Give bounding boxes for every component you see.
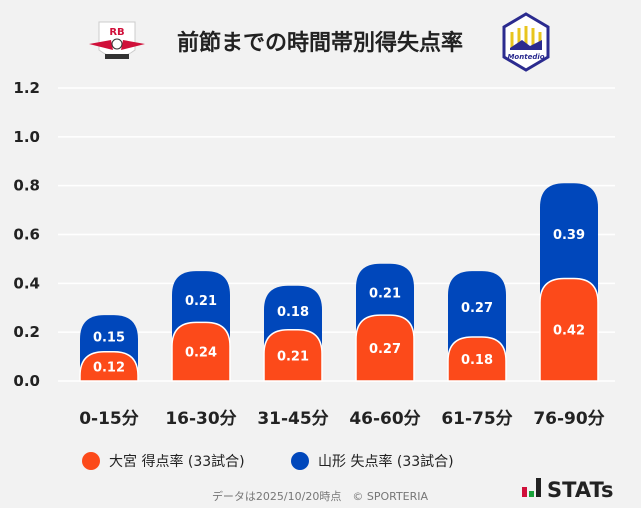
bar-home-scored <box>447 336 507 382</box>
bar-home-scored <box>171 321 231 382</box>
legend-label-away: 山形 失点率 (33試合) <box>318 453 454 470</box>
x-tick-label: 61-75分 <box>441 409 512 429</box>
value-label-home: 0.27 <box>369 342 401 357</box>
y-tick-label: 0.2 <box>13 323 40 341</box>
value-label-home: 0.42 <box>553 324 585 339</box>
svg-text:RB: RB <box>109 27 124 38</box>
value-label-away: 0.21 <box>369 286 401 301</box>
x-tick-label: 0-15分 <box>79 409 139 429</box>
value-label-home: 0.21 <box>277 349 309 364</box>
stats-logo: STATs <box>522 478 613 502</box>
value-label-home: 0.12 <box>93 360 125 375</box>
legend-swatch-away <box>291 452 309 470</box>
stats-brand: STATs <box>547 478 613 502</box>
value-label-away: 0.18 <box>277 305 309 320</box>
bar-home-scored <box>539 277 599 382</box>
value-label-away: 0.39 <box>553 228 585 243</box>
bar-home-scored <box>79 350 139 382</box>
legend: 大宮 得点率 (33試合) 山形 失点率 (33試合) <box>82 452 454 470</box>
y-tick-label: 0.4 <box>13 274 40 292</box>
y-tick-label: 0.6 <box>13 226 40 244</box>
value-label-home: 0.24 <box>185 346 217 361</box>
legend-item-home[interactable]: 大宮 得点率 (33試合) <box>82 452 245 470</box>
value-label-away: 0.15 <box>93 330 125 345</box>
home-team-logo: RB <box>89 21 145 59</box>
legend-swatch-home <box>82 452 100 470</box>
value-label-away: 0.27 <box>461 301 493 316</box>
value-label-home: 0.18 <box>461 353 493 368</box>
y-tick-label: 1.2 <box>13 79 40 97</box>
svg-text:Montedio: Montedio <box>507 53 544 61</box>
y-tick-label: 1.0 <box>13 128 40 146</box>
footer-note: データは2025/10/20時点 © SPORTERIA <box>212 489 429 503</box>
x-tick-label: 76-90分 <box>533 409 604 429</box>
bar-home-scored <box>263 328 323 382</box>
y-tick-label: 0.8 <box>13 177 40 195</box>
value-label-away: 0.21 <box>185 294 217 309</box>
away-team-logo: Montedio <box>502 12 550 72</box>
x-tick-label: 46-60分 <box>349 409 420 429</box>
bar-home-scored <box>355 314 415 382</box>
y-tick-label: 0.0 <box>13 372 40 390</box>
x-tick-label: 16-30分 <box>165 409 236 429</box>
legend-label-home: 大宮 得点率 (33試合) <box>109 453 245 470</box>
legend-item-away[interactable]: 山形 失点率 (33試合) <box>291 452 454 470</box>
chart-title: 前節までの時間帯別得失点率 <box>177 30 463 56</box>
x-tick-label: 31-45分 <box>257 409 328 429</box>
